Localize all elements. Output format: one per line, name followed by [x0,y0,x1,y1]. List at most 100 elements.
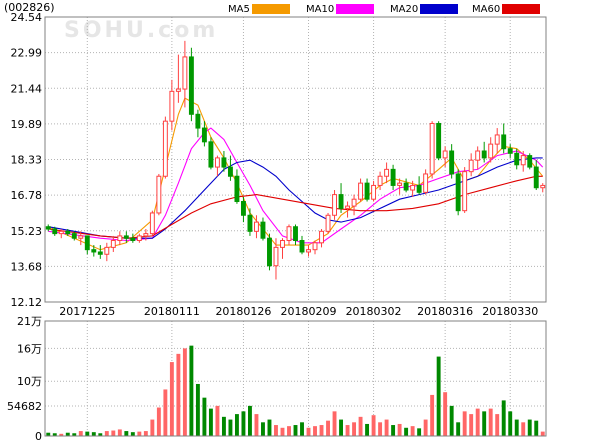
volume-bar [430,394,435,436]
volume-bar [169,362,174,436]
candle-body [254,221,259,232]
candle-down [71,231,77,241]
volume-bar [267,419,272,436]
candle-down [416,176,422,195]
volume-bar [254,414,259,436]
volume-bar [449,405,454,436]
candle-down [501,123,507,154]
volume-bar [332,411,337,436]
volume-bar [391,425,396,436]
candle-down [293,224,298,246]
candle-up [540,183,546,193]
legend-ma10-swatch [336,4,375,14]
candle-up [143,229,149,241]
volume-bar [104,431,109,436]
volume-bar [417,428,422,436]
candle-body [494,134,500,145]
volume-bar [156,407,161,436]
volume-bar [150,419,155,436]
date-tick-label: 20180330 [482,305,538,318]
volume-bar [280,427,285,436]
candle-up [351,194,357,216]
candle-body [410,184,416,191]
candle-body [169,90,175,122]
volume-bar [306,427,311,436]
candle-body [58,230,64,235]
candle-body [325,214,331,232]
price-tick-label: 12.12 [11,296,43,309]
candle-down [97,245,103,259]
candle-up [254,215,259,239]
panel-frames [44,16,547,437]
candle-down [123,231,129,243]
candle-down [403,178,409,193]
volume-bar [365,423,370,436]
candle-body [188,56,194,115]
date-tick-label: 20171225 [59,305,115,318]
candle-body [520,155,526,166]
candle-body [208,141,214,168]
volume-bar [371,415,376,436]
volume-bar [488,408,493,436]
candle-body [507,148,513,154]
volume-bar [319,425,324,436]
candle-down [260,217,266,241]
candle-up [488,137,494,163]
candle-down [201,121,207,147]
candle-up [520,151,526,172]
candle-body [449,150,455,175]
candle-body [247,214,253,232]
volume-bar [352,422,357,436]
candle-body [162,120,168,177]
legend-ma60: MA60 [472,2,541,16]
volume-bar [202,397,207,436]
candle-up [110,235,116,252]
candle-body [143,233,149,237]
candle-up [273,238,279,280]
candle-body [136,235,142,242]
volume-bar [326,420,330,436]
candle-down [234,169,240,204]
price-panel-frame [44,16,547,303]
candle-up [104,242,110,262]
candle-up [377,171,383,191]
candle-down [227,155,233,181]
candle-body [416,184,422,193]
candle-body [527,155,533,168]
candle-body [423,173,429,193]
candle-body [97,251,103,255]
candle-body [384,168,390,177]
volume-tick-label: 21万 [17,315,42,328]
date-tick-label: 20180302 [346,305,402,318]
candle-down [299,235,305,255]
candle-down [507,144,513,158]
volume-bar [117,429,122,436]
candle-body [221,157,227,168]
candle-body [429,122,435,175]
candle-up [325,212,331,234]
candle-body [345,205,351,209]
ma-line-ma20 [48,157,543,239]
candle-up [306,245,311,257]
volume-tick-label: 16万 [17,342,42,355]
candle-down [338,183,344,213]
candle-body [45,226,51,230]
volume-bar [137,431,142,436]
sohu-watermark-logo: SOHU.com [64,18,219,43]
volume-bar [501,400,506,436]
candle-down [247,208,253,236]
volume-bar [495,414,500,436]
candle-body [533,166,539,189]
volume-bar [98,433,103,436]
candle-body [117,235,123,242]
volume-bar [46,432,51,436]
volume-bar [78,431,83,436]
price-tick-label: 24.54 [11,11,43,24]
candle-body [299,240,305,253]
volume-bar [397,423,402,436]
candle-up [312,240,318,255]
candle-up [475,146,481,170]
volume-bar [339,419,343,436]
volume-bar [521,422,526,436]
candle-down [45,224,51,232]
